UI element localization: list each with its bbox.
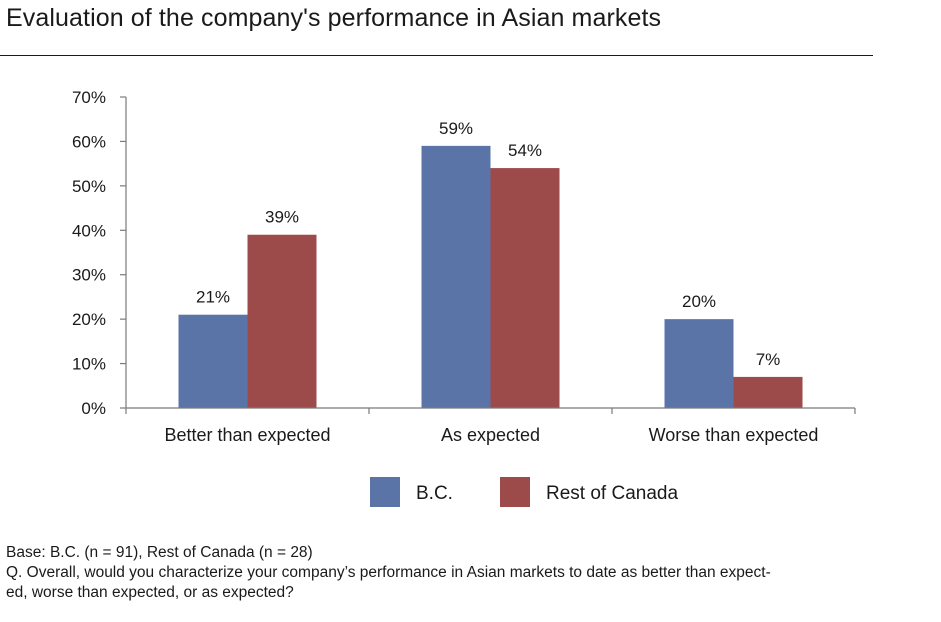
footnote-base: Base: B.C. (n = 91), Rest of Canada (n =…	[6, 544, 313, 561]
bar	[733, 376, 803, 408]
x-tick-label: As expected	[441, 425, 540, 445]
data-label: 21%	[196, 288, 230, 307]
bar	[490, 168, 560, 408]
bar	[178, 314, 248, 408]
chart-title: Evaluation of the company's performance …	[6, 4, 662, 32]
data-label: 59%	[439, 119, 473, 138]
bar	[247, 234, 317, 408]
legend-swatch	[500, 477, 530, 507]
bar	[421, 145, 491, 408]
legend-label: B.C.	[416, 483, 453, 504]
bar-chart: 0% 10% 20% 30% 40% 50% 60% 70% 21% 39% Better than…	[72, 88, 856, 507]
y-tick-label: 70%	[72, 88, 106, 107]
legend-label: Rest of Canada	[546, 483, 678, 504]
legend-swatch	[370, 477, 400, 507]
data-label: 7%	[756, 350, 781, 369]
x-tick-label: Worse than expected	[649, 425, 819, 445]
data-label: 54%	[508, 141, 542, 160]
y-tick-label: 10%	[72, 355, 106, 374]
x-tick-label: Better than expected	[164, 425, 330, 445]
y-tick-label: 40%	[72, 221, 106, 240]
y-tick-label: 60%	[72, 132, 106, 151]
data-label: 20%	[682, 292, 716, 311]
footnote-question-line-2: ed, worse than expected, or as expected?	[6, 584, 294, 601]
bar	[664, 319, 734, 408]
data-label: 39%	[265, 208, 299, 227]
footnote-question-line-1: Q. Overall, would you characterize your …	[6, 564, 771, 581]
title-divider	[0, 55, 873, 56]
y-tick-label: 30%	[72, 266, 106, 285]
y-tick-label: 0%	[81, 399, 106, 418]
footnote: Base: B.C. (n = 91), Rest of Canada (n =…	[6, 543, 926, 603]
y-tick-label: 20%	[72, 310, 106, 329]
y-tick-label: 50%	[72, 177, 106, 196]
